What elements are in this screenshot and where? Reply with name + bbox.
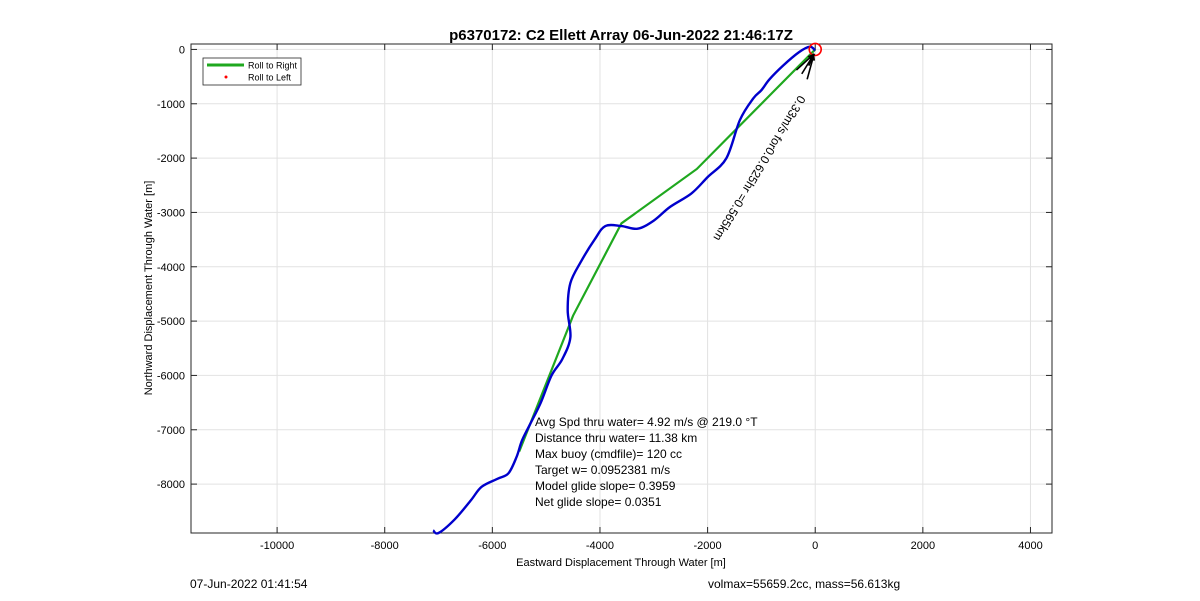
annotation-model-glide: Model glide slope= 0.3959 <box>535 479 676 493</box>
legend: Roll to Right Roll to Left <box>202 57 302 86</box>
legend-swatch-roll-left <box>224 75 228 79</box>
y-tick-label: -3000 <box>157 207 185 219</box>
target-marker <box>808 42 823 57</box>
current-arrow-label: 0.33m/s for0.0.625hr =0.565km <box>710 93 808 243</box>
series-roll-to-right-line <box>518 48 817 452</box>
footer-vehicle-params: volmax=55659.2cc, mass=56.613kg <box>708 577 901 591</box>
y-tick-label: -5000 <box>157 316 185 328</box>
y-tick-label: -2000 <box>157 153 185 165</box>
legend-box <box>202 57 302 86</box>
grid <box>191 44 1052 533</box>
y-tick-label: -8000 <box>157 479 185 491</box>
current-arrow-head <box>809 53 815 61</box>
axis-ticks: -10000 -8000 -6000 -4000 -2000 0 2000 4000 0 -100… <box>157 44 1052 552</box>
x-tick-label: 4000 <box>1018 540 1042 552</box>
y-tick-label: -6000 <box>157 370 185 382</box>
x-tick-label: -8000 <box>371 540 399 552</box>
plot-frame <box>190 43 1053 534</box>
series-track-line <box>432 45 817 535</box>
chart-title: p6370172: C2 Ellett Array 06-Jun-2022 21… <box>449 27 793 44</box>
annotation-target-w: Target w= 0.0952381 m/s <box>535 463 670 477</box>
y-tick-label: 0 <box>179 44 185 56</box>
y-tick-label: -1000 <box>157 99 185 111</box>
x-tick-label: -2000 <box>694 540 722 552</box>
x-tick-label: 2000 <box>911 540 935 552</box>
x-tick-label: -6000 <box>478 540 506 552</box>
y-tick-label: -4000 <box>157 262 185 274</box>
x-axis-label: Eastward Displacement Through Water [m] <box>516 557 726 569</box>
annotation-net-glide: Net glide slope= 0.0351 <box>535 495 662 509</box>
x-tick-label: -10000 <box>260 540 294 552</box>
annotation-avg-speed: Avg Spd thru water= 4.92 m/s @ 219.0 °T <box>535 415 758 429</box>
target-circle <box>808 42 823 57</box>
annotation-distance: Distance thru water= 11.38 km <box>535 431 697 445</box>
x-tick-label: 0 <box>812 540 818 552</box>
x-tick-label: -4000 <box>586 540 614 552</box>
annotation-max-buoy: Max buoy (cmdfile)= 120 cc <box>535 447 682 461</box>
legend-label-roll-right: Roll to Right <box>248 61 298 71</box>
y-axis-label: Northward Displacement Through Water [m] <box>143 181 155 396</box>
stats-annotations: Avg Spd thru water= 4.92 m/s @ 219.0 °T … <box>535 415 758 509</box>
legend-label-roll-left: Roll to Left <box>248 73 292 83</box>
y-tick-label: -7000 <box>157 425 185 437</box>
series-layer <box>432 45 817 535</box>
footer-timestamp: 07-Jun-2022 01:41:54 <box>190 577 308 591</box>
current-arrows <box>795 53 816 80</box>
